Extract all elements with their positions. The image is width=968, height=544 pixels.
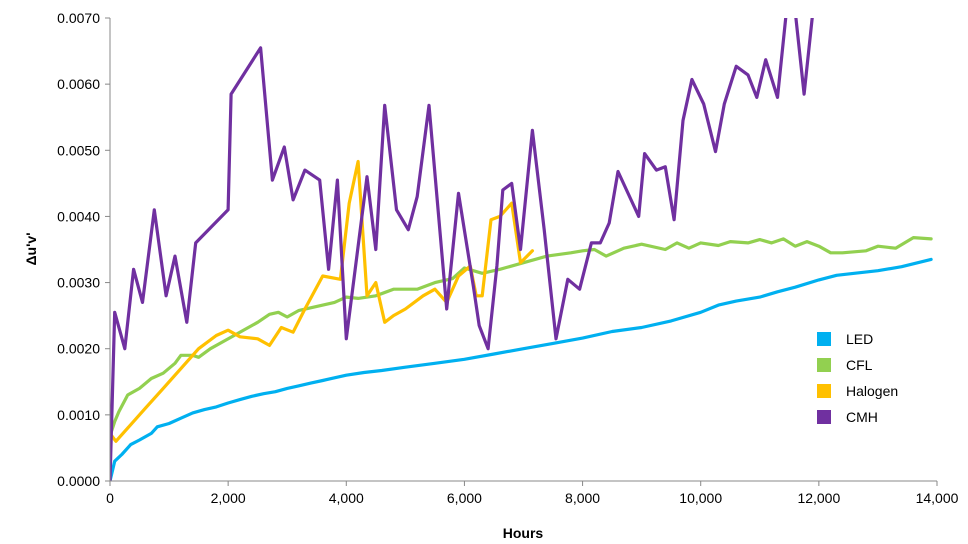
series-layer [110,18,933,481]
legend-swatch-cfl [817,358,831,372]
y-axis-title: Δu'v' [23,232,39,265]
legend-swatch-cmh [817,410,831,424]
x-tick-label: 2,000 [211,490,246,506]
y-tick-label: 0.0030 [57,275,100,291]
x-tick-label: 14,000 [916,490,959,506]
y-tick-label: 0.0060 [57,76,100,92]
legend: LED CFL Halogen CMH [817,331,898,425]
y-tick-label: 0.0010 [57,407,100,423]
y-tick-label: 0.0070 [57,10,100,26]
series-line-led [110,257,933,481]
legend-label-halogen: Halogen [846,383,898,399]
legend-swatch-halogen [817,384,831,398]
x-tick-label: 0 [106,490,114,506]
tick-labels: 0 2,000 4,000 6,000 8,000 10,000 12,000 14,000 0… [57,10,958,506]
series-line-cmh [110,18,814,481]
axes [105,17,938,486]
x-tick-label: 12,000 [797,490,840,506]
x-axis-title: Hours [503,525,544,541]
x-tick-label: 4,000 [329,490,364,506]
legend-label-cfl: CFL [846,357,873,373]
y-tick-label: 0.0020 [57,341,100,357]
x-tick-label: 8,000 [565,490,600,506]
x-tick-label: 10,000 [679,490,722,506]
series-line-halogen [110,159,534,443]
legend-swatch-led [817,332,831,346]
y-tick-label: 0.0000 [57,473,100,489]
legend-label-led: LED [846,331,873,347]
series-line-cfl [110,236,933,438]
y-tick-label: 0.0040 [57,208,100,224]
legend-label-cmh: CMH [846,409,878,425]
y-tick-label: 0.0050 [57,142,100,158]
x-tick-label: 6,000 [447,490,482,506]
